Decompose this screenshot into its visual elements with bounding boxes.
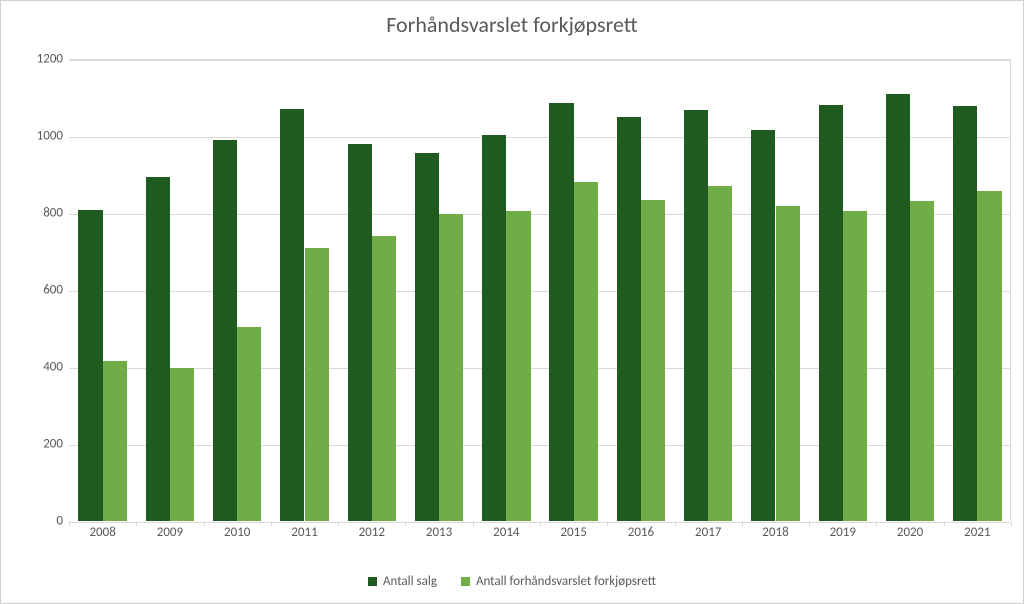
x-axis-tick bbox=[69, 521, 70, 526]
y-axis-label: 200 bbox=[43, 437, 63, 452]
y-axis-label: 1200 bbox=[37, 52, 63, 67]
legend: Antall salg Antall forhåndsvarslet forkjø… bbox=[1, 574, 1023, 589]
x-axis-tick bbox=[271, 521, 272, 526]
x-axis-tick bbox=[607, 521, 608, 526]
x-axis-label: 2011 bbox=[271, 525, 338, 540]
bar-series-1 bbox=[237, 327, 261, 521]
bar-series-1 bbox=[372, 236, 396, 521]
bar-series-0 bbox=[549, 103, 573, 521]
bar-series-1 bbox=[103, 361, 127, 521]
bar-series-1 bbox=[305, 248, 329, 521]
bar-series-1 bbox=[170, 368, 194, 521]
bar-series-1 bbox=[843, 211, 867, 521]
bar-series-1 bbox=[439, 214, 463, 521]
plot-area bbox=[69, 59, 1011, 521]
bar-series-0 bbox=[886, 94, 910, 521]
bar-series-0 bbox=[751, 130, 775, 521]
x-axis-label: 2020 bbox=[876, 525, 943, 540]
bar-series-0 bbox=[684, 110, 708, 521]
bar-series-0 bbox=[617, 117, 641, 521]
x-axis-tick bbox=[204, 521, 205, 526]
x-axis-tick bbox=[473, 521, 474, 526]
x-axis-label: 2012 bbox=[338, 525, 405, 540]
gridline bbox=[69, 137, 1010, 138]
y-axis-label: 0 bbox=[56, 514, 63, 529]
y-axis-label: 800 bbox=[43, 206, 63, 221]
bar-series-0 bbox=[78, 210, 102, 521]
bar-series-0 bbox=[213, 140, 237, 521]
gridline bbox=[69, 214, 1010, 215]
x-axis-label: 2021 bbox=[944, 525, 1011, 540]
x-axis-label: 2018 bbox=[742, 525, 809, 540]
bar-series-1 bbox=[910, 201, 934, 521]
bar-series-0 bbox=[146, 177, 170, 521]
x-axis-label: 2014 bbox=[473, 525, 540, 540]
x-axis-tick bbox=[540, 521, 541, 526]
y-axis-label: 600 bbox=[43, 283, 63, 298]
x-axis-label: 2017 bbox=[675, 525, 742, 540]
legend-label: Antall salg bbox=[383, 574, 437, 589]
bar-series-1 bbox=[776, 206, 800, 521]
bar-series-1 bbox=[506, 211, 530, 521]
gridline bbox=[69, 368, 1010, 369]
x-axis-tick bbox=[944, 521, 945, 526]
x-axis-tick bbox=[1011, 521, 1012, 526]
bar-series-0 bbox=[482, 135, 506, 521]
legend-label: Antall forhåndsvarslet forkjøpsrett bbox=[476, 574, 656, 589]
x-axis-tick bbox=[405, 521, 406, 526]
legend-swatch bbox=[368, 577, 377, 586]
bars-area bbox=[69, 60, 1010, 521]
x-axis-labels: 2008200920102011201220132014201520162017… bbox=[69, 525, 1011, 545]
bar-series-1 bbox=[574, 182, 598, 521]
x-axis-label: 2019 bbox=[809, 525, 876, 540]
bar-series-0 bbox=[280, 109, 304, 521]
x-axis-tick bbox=[809, 521, 810, 526]
legend-item: Antall salg bbox=[368, 574, 437, 589]
x-axis-label: 2009 bbox=[136, 525, 203, 540]
x-axis-tick bbox=[675, 521, 676, 526]
x-axis-tick bbox=[876, 521, 877, 526]
bar-series-1 bbox=[977, 191, 1001, 521]
bar-series-1 bbox=[708, 186, 732, 521]
x-axis-tick bbox=[742, 521, 743, 526]
x-axis-label: 2016 bbox=[607, 525, 674, 540]
x-axis-tick bbox=[136, 521, 137, 526]
y-axis-label: 1000 bbox=[37, 129, 63, 144]
gridline bbox=[69, 60, 1010, 61]
bar-series-0 bbox=[819, 105, 843, 521]
gridline bbox=[69, 291, 1010, 292]
legend-swatch bbox=[461, 577, 470, 586]
bar-series-0 bbox=[348, 144, 372, 521]
x-axis-label: 2013 bbox=[405, 525, 472, 540]
chart-title: Forhåndsvarslet forkjøpsrett bbox=[1, 11, 1023, 38]
x-axis-label: 2015 bbox=[540, 525, 607, 540]
legend-item: Antall forhåndsvarslet forkjøpsrett bbox=[461, 574, 656, 589]
y-axis-labels: 020040060080010001200 bbox=[1, 59, 63, 521]
chart-container: Forhåndsvarslet forkjøpsrett 0 200 400 600 8… bbox=[0, 0, 1024, 604]
x-axis-label: 2010 bbox=[204, 525, 271, 540]
bar-series-0 bbox=[953, 106, 977, 521]
x-axis-label: 2008 bbox=[69, 525, 136, 540]
x-axis-tick bbox=[338, 521, 339, 526]
bar-series-1 bbox=[641, 200, 665, 521]
bar-series-0 bbox=[415, 153, 439, 521]
gridline bbox=[69, 445, 1010, 446]
y-axis-label: 400 bbox=[43, 360, 63, 375]
